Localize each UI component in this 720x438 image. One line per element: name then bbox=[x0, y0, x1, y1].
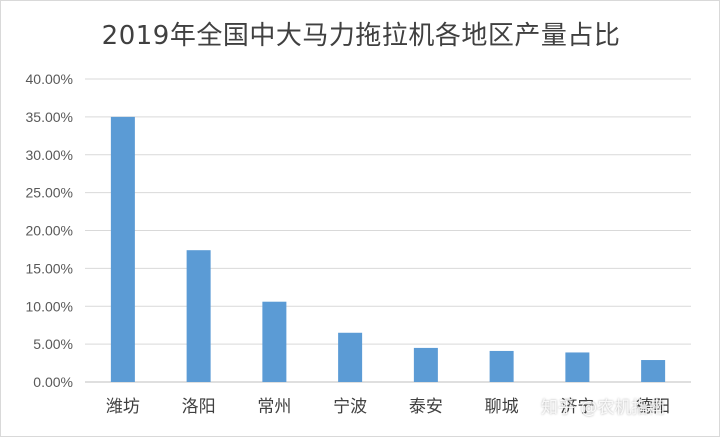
x-tick-label: 潍坊 bbox=[106, 397, 140, 417]
x-tick-label: 宁波 bbox=[333, 397, 367, 417]
bar-4 bbox=[338, 332, 363, 382]
bar-7 bbox=[565, 352, 590, 382]
y-tick-label: 25.00% bbox=[26, 185, 73, 201]
x-tick-label: 常州 bbox=[257, 397, 291, 417]
chart-title: 2019年全国中大马力拖拉机各地区产量占比 bbox=[101, 21, 621, 51]
bar-1 bbox=[110, 116, 135, 382]
bar-3 bbox=[262, 301, 287, 382]
bar-8 bbox=[641, 360, 666, 382]
x-tick-label: 聊城 bbox=[485, 397, 519, 417]
x-tick-label: 洛阳 bbox=[182, 397, 216, 417]
x-tick-label: 泰安 bbox=[409, 397, 443, 417]
y-axis-ticks: 0.00% 5.00% 10.00% 15.00% 20.00% 25.00% 30.00%… bbox=[26, 71, 73, 390]
y-tick-label: 35.00% bbox=[26, 109, 73, 125]
x-axis-ticks: 潍坊 洛阳 常州 宁波 泰安 聊城 济宁 德阳 bbox=[106, 397, 670, 417]
y-tick-label: 20.00% bbox=[26, 223, 73, 239]
x-tick-label: 德阳 bbox=[636, 397, 670, 417]
bar-6 bbox=[489, 350, 514, 382]
y-tick-label: 5.00% bbox=[33, 336, 73, 352]
y-tick-label: 30.00% bbox=[26, 147, 73, 163]
gridlines bbox=[85, 78, 691, 383]
x-tick-label: 济宁 bbox=[560, 397, 594, 417]
y-tick-label: 40.00% bbox=[26, 71, 73, 87]
watermark-text: 知乎 @农机指南 bbox=[541, 398, 666, 418]
y-tick-label: 0.00% bbox=[33, 374, 73, 390]
y-tick-label: 15.00% bbox=[26, 260, 73, 276]
bar-5 bbox=[413, 347, 438, 382]
y-tick-label: 10.00% bbox=[26, 298, 73, 314]
bars bbox=[110, 116, 666, 382]
bar-2 bbox=[186, 250, 211, 382]
